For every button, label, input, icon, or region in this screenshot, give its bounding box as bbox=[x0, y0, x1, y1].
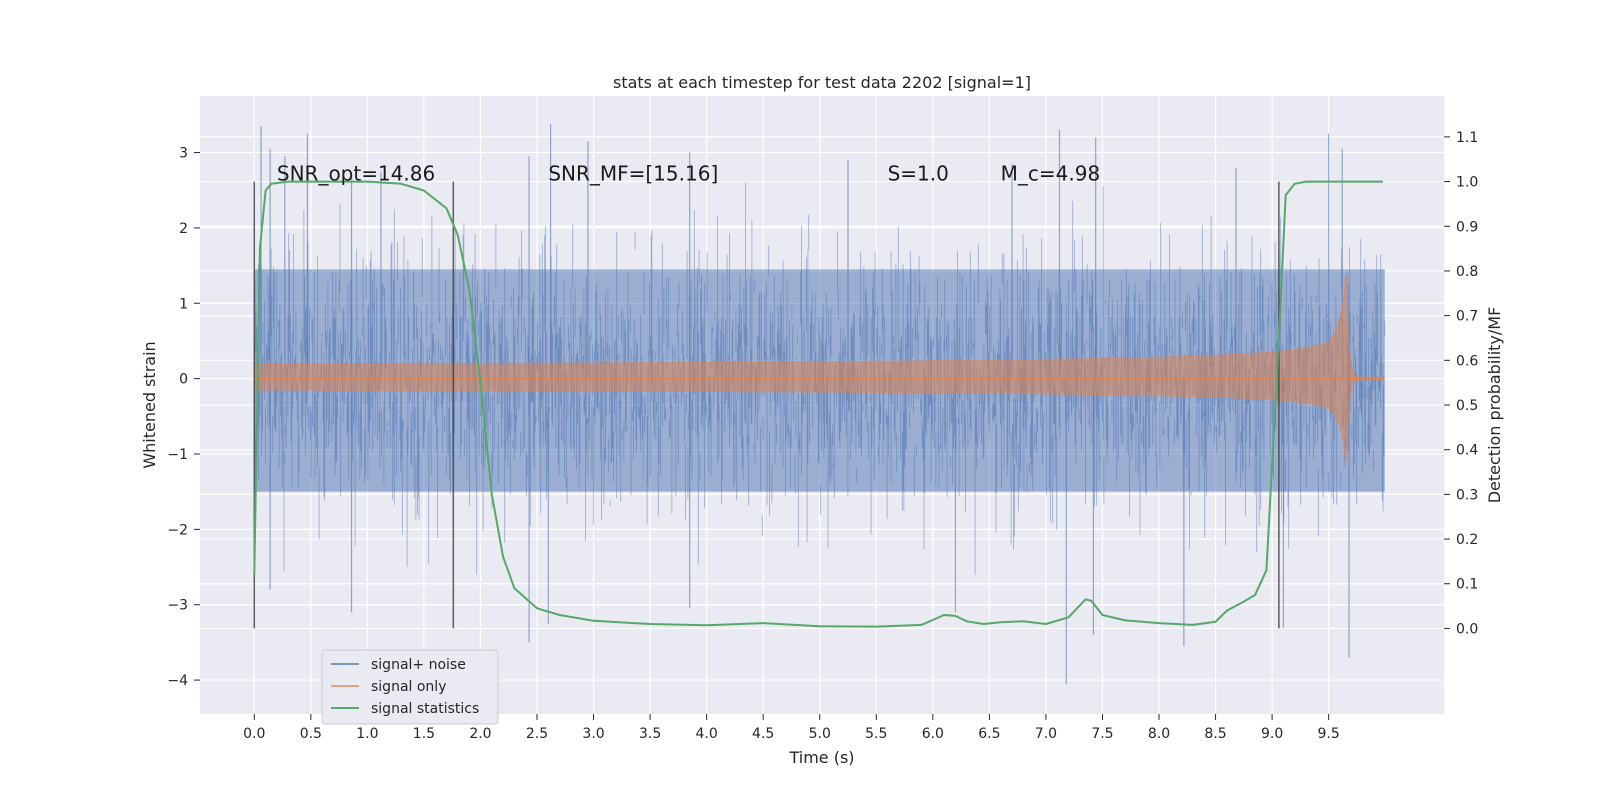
y-tick-label: 1 bbox=[179, 296, 188, 312]
x-tick-label: 0.5 bbox=[300, 726, 322, 742]
y-tick-label: 2 bbox=[179, 221, 188, 237]
annotation-snr-opt: SNR_opt=14.86 bbox=[277, 162, 435, 186]
y-axis-label: Whitened strain bbox=[140, 341, 159, 468]
y2-tick-label: 0.7 bbox=[1456, 309, 1478, 325]
y2-tick-label: 0.8 bbox=[1456, 264, 1478, 280]
x-tick-label: 4.5 bbox=[752, 726, 774, 742]
y2-tick-label: 0.9 bbox=[1456, 219, 1478, 235]
x-tick-label: 3.5 bbox=[639, 726, 661, 742]
x-tick-label: 9.5 bbox=[1318, 726, 1340, 742]
y2-axis-label: Detection probability/MF bbox=[1485, 307, 1504, 504]
statistics-curve bbox=[253, 180, 1383, 628]
y-tick-label: −2 bbox=[167, 522, 188, 538]
y2-tick-label: 1.0 bbox=[1456, 175, 1478, 191]
x-tick-label: 5.5 bbox=[865, 726, 887, 742]
annotation-s: S=1.0 bbox=[888, 162, 949, 186]
series-signal-only bbox=[253, 274, 1385, 462]
x-tick-label: 2.0 bbox=[469, 726, 491, 742]
x-tick-label: 0.0 bbox=[243, 726, 265, 742]
legend-label-signal-statistics: signal statistics bbox=[371, 701, 479, 717]
y2-tick-label: 0.4 bbox=[1456, 443, 1478, 459]
tick-labels: 0.0 0.5 1.0 1.5 2.0 2.5 3.0 3.5 4.0 4.5 5.0 5.5 6.0 6… bbox=[167, 130, 1478, 742]
x-tick-label: 2.5 bbox=[526, 726, 548, 742]
y2-tick-label: 0.2 bbox=[1456, 532, 1478, 548]
annotation-snr-mf: SNR_MF=[15.16] bbox=[548, 162, 718, 186]
y-tick-label: 0 bbox=[179, 372, 188, 388]
chirp-envelope bbox=[253, 274, 1385, 462]
series-signal-statistics bbox=[253, 180, 1383, 628]
y2-tick-label: 0.5 bbox=[1456, 398, 1478, 414]
y-tick-label: 3 bbox=[179, 146, 188, 162]
y2-tick-label: 0.6 bbox=[1456, 353, 1478, 369]
legend-label-signal-only: signal only bbox=[371, 679, 446, 695]
annotation-mc: M_c=4.98 bbox=[1001, 162, 1101, 186]
legend: signal+ noise signal only signal statist… bbox=[321, 649, 499, 725]
y-tick-label: −1 bbox=[167, 447, 188, 463]
legend-label-signal-noise: signal+ noise bbox=[371, 657, 466, 673]
x-tick-label: 5.0 bbox=[809, 726, 831, 742]
x-tick-label: 8.5 bbox=[1204, 726, 1226, 742]
x-tick-label: 4.0 bbox=[696, 726, 718, 742]
x-tick-label: 1.0 bbox=[356, 726, 378, 742]
y2-tick-label: 1.1 bbox=[1456, 130, 1478, 146]
legend-box bbox=[321, 649, 499, 725]
x-tick-label: 7.0 bbox=[1035, 726, 1057, 742]
annotations: SNR_opt=14.86 SNR_MF=[15.16] S=1.0 M_c=4.98 bbox=[277, 162, 1100, 186]
x-axis-label: Time (s) bbox=[788, 748, 854, 767]
y2-tick-label: 0.0 bbox=[1456, 621, 1478, 637]
chart-title: stats at each timestep for test data 220… bbox=[613, 73, 1031, 92]
x-tick-label: 9.0 bbox=[1261, 726, 1283, 742]
x-tick-label: 1.5 bbox=[413, 726, 435, 742]
x-tick-label: 6.0 bbox=[922, 726, 944, 742]
y-tick-label: −3 bbox=[167, 598, 188, 614]
y2-tick-label: 0.3 bbox=[1456, 487, 1478, 503]
x-tick-label: 8.0 bbox=[1148, 726, 1170, 742]
x-tick-label: 7.5 bbox=[1091, 726, 1113, 742]
y2-tick-label: 0.1 bbox=[1456, 577, 1478, 593]
y-tick-label: −4 bbox=[167, 673, 188, 689]
x-tick-label: 6.5 bbox=[978, 726, 1000, 742]
x-tick-label: 3.0 bbox=[582, 726, 604, 742]
